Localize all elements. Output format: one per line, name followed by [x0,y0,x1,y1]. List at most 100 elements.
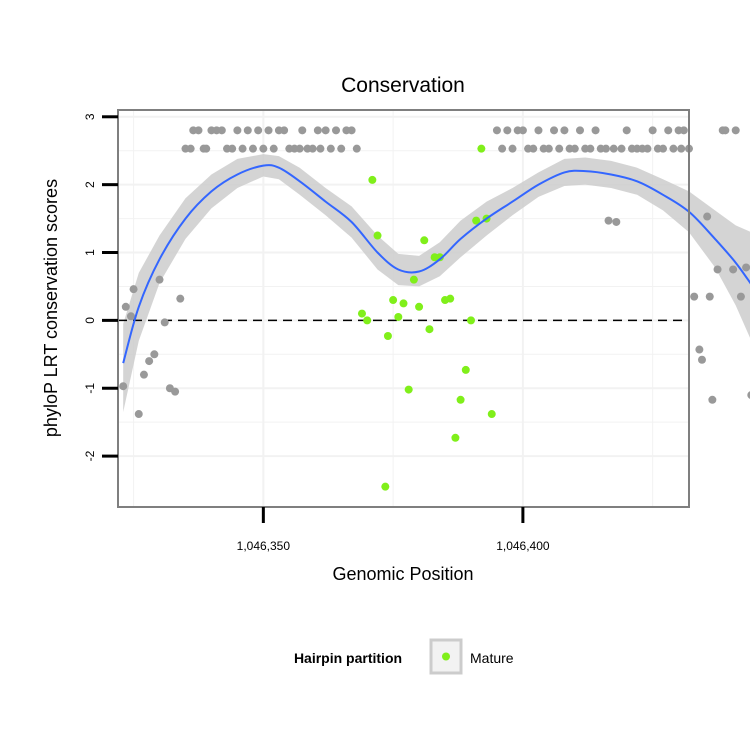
data-point [591,126,600,135]
data-point-mature [399,299,408,308]
data-point [529,144,538,153]
plot-panel [117,109,750,508]
data-point [150,350,159,359]
data-point [609,144,618,153]
y-tick-label: -2 [83,450,97,461]
data-point [729,265,738,274]
data-point [228,144,237,153]
legend: Hairpin partition Mature [294,638,514,675]
data-point [160,318,169,327]
data-point [742,263,750,272]
data-point [238,144,247,153]
data-point [679,126,688,135]
data-point [731,126,740,135]
data-point [155,275,164,284]
data-point [321,126,330,135]
data-point [586,144,595,153]
data-point [544,144,553,153]
data-point-mature [435,253,444,262]
data-point [560,126,569,135]
y-axis-title: phyloP LRT conservation scores [41,179,61,437]
data-point [648,126,657,135]
data-point [503,126,512,135]
data-point-mature [363,316,372,325]
data-point [352,144,361,153]
data-point [171,387,180,396]
data-point [121,302,130,311]
data-point [601,144,610,153]
data-point-mature [368,175,377,184]
data-point [259,144,268,153]
data-point [316,144,325,153]
data-point [705,292,714,301]
data-point [194,126,203,135]
data-point-mature [472,216,481,225]
data-point [708,395,717,404]
data-point [233,126,242,135]
data-point [498,144,507,153]
data-points [119,126,750,491]
panel-border [117,109,690,508]
data-point [313,126,322,135]
data-point [264,126,273,135]
data-point-mature [409,275,418,284]
data-point-mature [477,144,486,153]
data-point [119,382,128,391]
legend-label-mature: Mature [470,650,514,666]
data-point [721,126,730,135]
data-point [697,355,706,364]
data-point [643,144,652,153]
data-point [612,217,621,226]
data-point [145,357,154,366]
data-point [217,126,226,135]
data-point-mature [357,309,366,318]
data-point-mature [383,331,392,340]
data-point-mature [389,296,398,305]
smooth-curve [122,164,750,364]
smooth-curve-line [122,164,750,364]
data-point [139,370,148,379]
x-axis: 1,046,350 1,046,400 [237,507,550,553]
data-point-mature [404,385,413,394]
data-point [269,144,278,153]
data-point [736,292,745,301]
y-axis: -2 -1 0 1 2 3 [83,113,118,461]
data-point [202,144,211,153]
y-tick-label: 0 [83,317,97,324]
data-point [248,144,257,153]
data-point [622,126,631,135]
data-point-mature [373,231,382,240]
data-point [347,126,356,135]
data-point [664,126,673,135]
x-axis-title: Genomic Position [332,564,473,584]
data-point [332,126,341,135]
data-point-mature [456,395,465,404]
data-point-mature [381,482,390,491]
data-point [713,265,722,274]
y-tick-label: 3 [83,113,97,120]
data-point [134,410,143,419]
data-point [326,144,335,153]
data-point [570,144,579,153]
data-point [337,144,346,153]
data-point [295,144,304,153]
chart-title: Conservation [341,74,465,97]
data-point-mature [487,410,496,419]
data-point [677,144,686,153]
y-tick-label: 2 [83,181,97,188]
data-point [126,312,135,321]
data-point-mature [461,365,470,374]
y-tick-label: 1 [83,249,97,256]
data-point [555,144,564,153]
data-point-mature [420,236,429,245]
data-point-mature [446,294,455,303]
data-point-mature [425,325,434,334]
data-point [298,126,307,135]
data-point [604,216,613,225]
data-point [243,126,252,135]
x-tick-label: 1,046,350 [237,539,291,553]
data-point [617,144,626,153]
data-point [176,294,185,303]
data-point-mature [451,433,460,442]
